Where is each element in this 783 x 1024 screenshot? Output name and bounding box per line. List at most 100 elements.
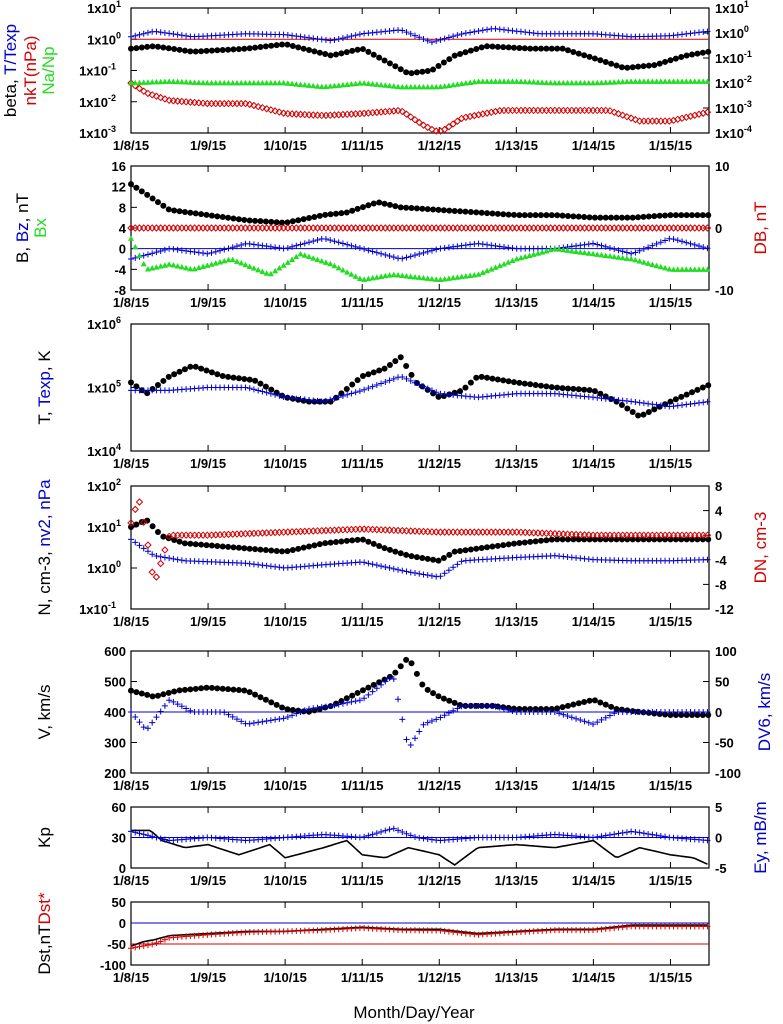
data-point xyxy=(636,258,643,264)
data-point xyxy=(322,235,329,242)
data-point xyxy=(450,33,457,40)
data-point xyxy=(424,68,431,75)
data-point xyxy=(546,106,555,115)
data-point xyxy=(694,712,701,719)
data-point xyxy=(178,32,185,39)
data-point xyxy=(551,709,558,715)
data-point xyxy=(450,274,457,281)
data-point xyxy=(678,212,685,219)
data-point xyxy=(606,253,613,259)
data-point xyxy=(509,257,516,264)
data-point xyxy=(500,377,507,384)
data-point xyxy=(171,536,178,543)
y-tick-label: 1x10-1 xyxy=(79,600,116,617)
y2-tick-label: 4 xyxy=(715,504,723,519)
data-point xyxy=(378,681,385,688)
data-point xyxy=(311,542,318,549)
data-point xyxy=(403,568,410,575)
data-point xyxy=(585,241,592,248)
data-point xyxy=(166,30,173,37)
data-point xyxy=(525,106,534,115)
data-point xyxy=(295,217,302,224)
data-point xyxy=(275,224,284,232)
data-point xyxy=(559,385,566,392)
data-point xyxy=(479,27,486,34)
y-axis-label: Na/Np xyxy=(39,46,58,94)
data-point xyxy=(509,245,516,252)
y-tick-label: -8 xyxy=(114,283,126,298)
data-point xyxy=(373,224,381,232)
data-point xyxy=(475,78,482,84)
data-point xyxy=(665,224,674,232)
data-point xyxy=(267,243,274,250)
data-point xyxy=(161,29,168,36)
data-point xyxy=(356,388,363,395)
data-point xyxy=(339,224,347,232)
x-tick-label: 1/15/15 xyxy=(649,138,692,153)
x-tick-label: 1/13/15 xyxy=(495,614,538,629)
data-point xyxy=(338,390,345,397)
data-point xyxy=(457,701,464,708)
data-point xyxy=(449,224,457,232)
data-point xyxy=(441,244,448,251)
data-point xyxy=(246,545,253,552)
y-tick-label: 1x101 xyxy=(87,518,121,535)
data-point xyxy=(344,391,351,398)
y-axis-label: nkT(nPa) xyxy=(21,36,40,106)
data-point xyxy=(407,83,414,90)
data-point xyxy=(433,37,440,44)
data-point xyxy=(483,528,491,536)
x-tick-label: 1/8/15 xyxy=(113,970,149,985)
data-point xyxy=(356,224,364,232)
data-point xyxy=(672,396,679,403)
data-point xyxy=(399,83,406,90)
data-point xyxy=(133,383,140,390)
data-point xyxy=(191,79,198,85)
data-point xyxy=(157,248,164,255)
data-point xyxy=(301,240,308,247)
data-point xyxy=(593,106,601,115)
data-point xyxy=(322,36,329,43)
data-point xyxy=(585,224,593,232)
data-point xyxy=(695,242,702,249)
data-point xyxy=(695,266,702,272)
data-point xyxy=(543,212,550,219)
data-point xyxy=(322,259,329,265)
data-point xyxy=(245,100,254,109)
data-point xyxy=(279,219,286,226)
data-point xyxy=(537,212,544,219)
data-point xyxy=(390,825,397,832)
data-point xyxy=(246,560,253,567)
data-point xyxy=(257,44,264,51)
data-point xyxy=(322,704,329,711)
data-point xyxy=(386,60,393,67)
data-point xyxy=(636,829,643,836)
data-point xyxy=(378,273,385,280)
data-point xyxy=(191,265,198,272)
data-point xyxy=(475,271,482,277)
data-point xyxy=(214,685,221,692)
data-point xyxy=(385,224,394,232)
data-point xyxy=(618,214,625,221)
data-point xyxy=(611,831,618,838)
data-point xyxy=(369,561,376,568)
data-point xyxy=(259,268,266,275)
data-point xyxy=(198,48,205,55)
data-point xyxy=(516,539,523,546)
series-nv2 xyxy=(128,536,711,580)
data-point xyxy=(451,52,458,59)
data-point xyxy=(437,714,444,721)
data-point xyxy=(149,941,156,948)
data-point xyxy=(636,78,643,84)
data-point xyxy=(585,719,592,726)
x-tick-label: 1/15/15 xyxy=(649,778,692,793)
data-point xyxy=(136,943,143,950)
data-point xyxy=(449,120,457,128)
data-point xyxy=(132,79,139,86)
data-point xyxy=(365,832,372,839)
data-point xyxy=(430,390,437,397)
data-point xyxy=(586,53,593,60)
data-point xyxy=(330,224,339,232)
data-point xyxy=(467,241,474,248)
